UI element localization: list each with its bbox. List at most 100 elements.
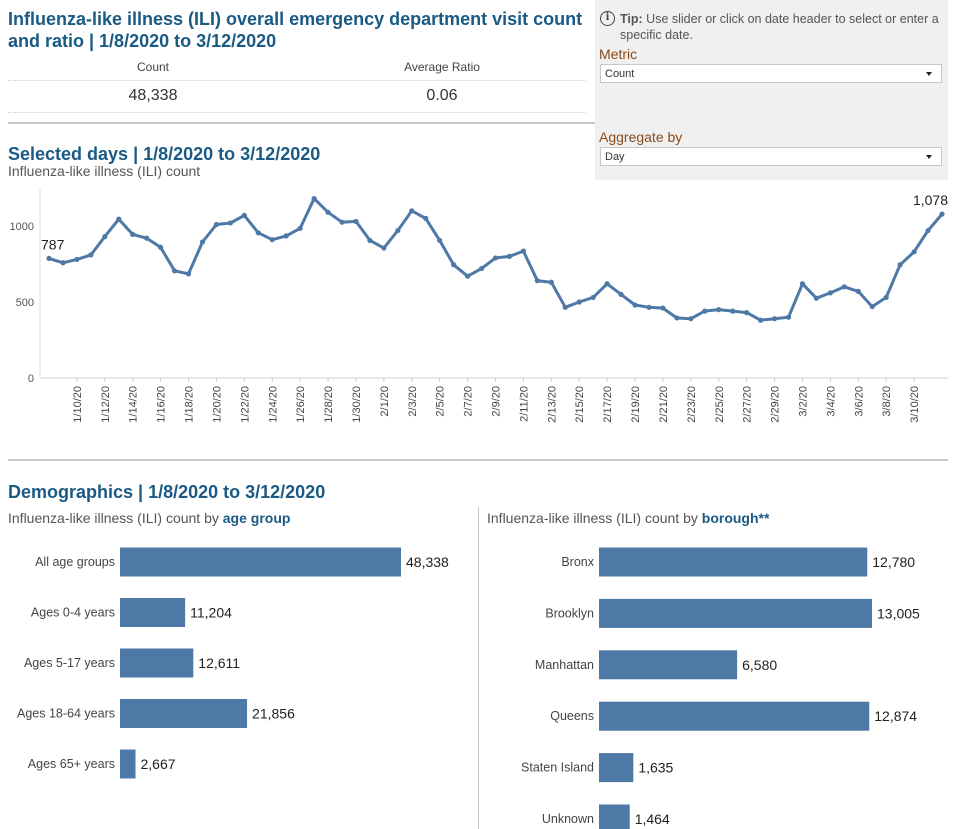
bar-value-label: 12,874 — [874, 708, 917, 724]
bar — [599, 753, 634, 783]
data-point — [520, 248, 527, 254]
x-tick-label: 3/10/20 — [909, 386, 921, 423]
category-label: Queens — [550, 709, 594, 723]
x-tick-label: 1/14/20 — [128, 386, 140, 423]
x-tick-label: 1/28/20 — [323, 386, 335, 423]
daily-ili-line-chart[interactable]: 0 500 1000 1/10/20 1/12/20 1/14/20 1/16/20 1/18… — [0, 0, 969, 460]
x-tick-label: 2/27/20 — [742, 386, 754, 423]
y-tick-label: 0 — [28, 373, 34, 385]
kpi-divider — [8, 112, 586, 113]
data-point — [409, 208, 415, 214]
x-tick-label: 2/5/20 — [435, 386, 447, 417]
data-point — [464, 273, 471, 279]
data-point — [311, 196, 317, 202]
bar — [120, 699, 248, 728]
age-subtitle-key: age group — [222, 510, 291, 526]
x-tick-label: 3/8/20 — [881, 386, 893, 417]
daily-section-title: Selected days | 1/8/2020 to 3/12/2020 — [8, 144, 321, 164]
data-point — [646, 304, 652, 310]
section-divider — [8, 122, 595, 124]
data-point — [213, 221, 220, 228]
daily-chart-subtitle: Influenza-like illness (ILI) count — [8, 163, 201, 179]
x-tick-label: 2/25/20 — [714, 386, 726, 423]
data-point — [534, 278, 540, 284]
category-label: Brooklyn — [545, 606, 594, 620]
x-tick-label: 1/10/20 — [72, 386, 84, 423]
data-point — [46, 255, 52, 261]
bar-value-label: 13,005 — [877, 605, 920, 621]
bar-value-label: 21,856 — [252, 706, 295, 722]
x-tick-label: 2/1/20 — [379, 386, 391, 417]
control-panel: i Tip: Use slider or click on date heade… — [595, 0, 948, 180]
x-tick-label: 2/29/20 — [770, 386, 782, 423]
dashboard-title: Influenza-like illness (ILI) overall eme… — [8, 9, 583, 51]
bar — [599, 804, 630, 829]
data-point — [674, 315, 680, 321]
data-point — [171, 268, 178, 274]
category-label: Bronx — [561, 555, 594, 569]
data-point — [353, 218, 359, 225]
metric-dropdown[interactable]: Count — [600, 64, 942, 83]
data-point — [548, 279, 554, 285]
age-subtitle-text: Influenza-like illness (ILI) count by — [8, 510, 219, 526]
x-tick-label: 3/6/20 — [853, 386, 865, 417]
age-chart-subtitle: Influenza-like illness (ILI) count by ag… — [8, 510, 290, 526]
data-point — [911, 249, 917, 255]
x-tick-label: 3/2/20 — [797, 386, 809, 417]
x-tick-label: 2/19/20 — [630, 386, 642, 423]
data-point — [130, 231, 136, 237]
x-tick-label: 2/9/20 — [491, 386, 503, 417]
category-label: Ages 65+ years — [28, 757, 115, 771]
kpi-ratio-label: Average Ratio — [404, 60, 480, 74]
data-point — [367, 237, 373, 244]
category-label: Ages 18-64 years — [17, 707, 115, 721]
info-icon: i — [600, 11, 615, 26]
kpi-ratio-value: 0.06 — [426, 87, 458, 104]
data-point — [799, 281, 806, 287]
bar-value-label: 12,780 — [872, 554, 915, 570]
data-point — [60, 260, 66, 266]
data-point — [730, 308, 736, 314]
y-tick-label: 1000 — [10, 221, 34, 233]
data-point — [506, 253, 513, 259]
data-point — [785, 314, 792, 320]
x-tick-label: 1/18/20 — [184, 386, 196, 423]
x-tick-label: 2/23/20 — [686, 386, 698, 423]
data-point — [855, 288, 861, 294]
data-point — [883, 294, 889, 301]
data-point — [841, 284, 847, 290]
x-tick-label: 1/20/20 — [211, 386, 223, 423]
data-point — [199, 239, 206, 245]
x-tick-label: 2/17/20 — [602, 386, 614, 423]
tip-text: i Tip: Use slider or click on date heade… — [600, 11, 945, 43]
data-point — [576, 299, 582, 305]
bar — [599, 598, 872, 628]
data-point — [451, 262, 457, 268]
data-point — [478, 265, 485, 272]
x-tick-label: 2/13/20 — [546, 386, 558, 423]
data-point — [604, 281, 610, 287]
bar-value-label: 11,204 — [190, 605, 232, 621]
kpi-count: Count 48,338 — [8, 60, 298, 114]
data-point — [618, 291, 624, 297]
kpi-average-ratio: Average Ratio 0.06 — [298, 60, 586, 114]
tip-message: Use slider or click on date header to se… — [620, 12, 939, 42]
x-tick-label: 2/3/20 — [407, 386, 419, 417]
bar — [120, 749, 136, 779]
age-group-bar-chart[interactable]: All age groups 48,338 Ages 0-4 years 11,204… — [0, 0, 480, 829]
data-point — [74, 256, 80, 263]
bar — [599, 650, 738, 680]
bar — [599, 701, 870, 731]
data-point — [827, 290, 833, 296]
demographics-section-title: Demographics | 1/8/2020 to 3/12/2020 — [8, 482, 326, 502]
borough-subtitle-key: borough** — [701, 510, 770, 526]
data-point — [116, 216, 122, 222]
data-label: 787 — [41, 236, 65, 252]
data-point — [813, 295, 820, 301]
aggregate-dropdown[interactable]: Day — [600, 147, 942, 166]
data-point — [744, 310, 750, 316]
data-point — [227, 220, 233, 226]
data-point — [758, 317, 764, 323]
bar — [120, 648, 194, 678]
